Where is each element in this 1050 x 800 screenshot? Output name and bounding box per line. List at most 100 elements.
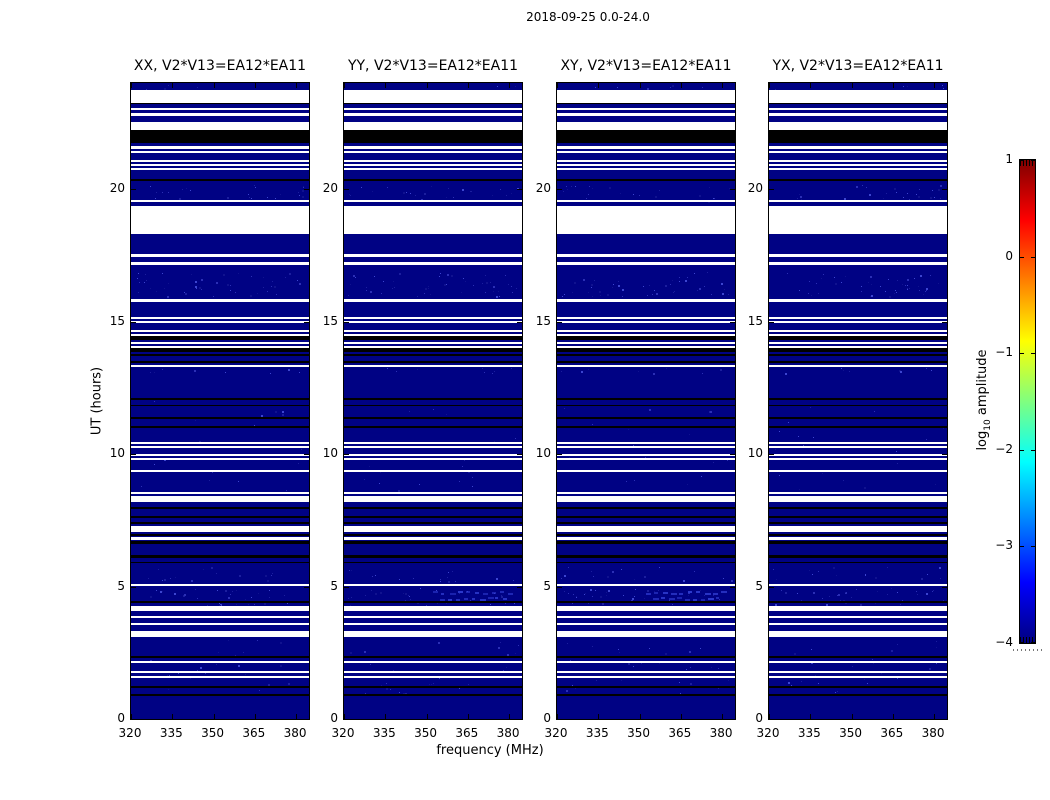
- noise-speckle: [894, 188, 897, 190]
- y-tick-label: 10: [535, 446, 551, 460]
- x-tick-label: 320: [756, 726, 780, 740]
- noise-speckle: [155, 590, 157, 592]
- flagged-row: [344, 495, 522, 502]
- noise-speckle: [943, 599, 945, 601]
- dark-row: [344, 102, 522, 105]
- noise-speckle: [360, 186, 362, 188]
- noise-speckle: [190, 274, 192, 276]
- noise-speckle: [405, 192, 407, 194]
- flagged-row: [769, 112, 947, 116]
- flagged-row: [344, 491, 522, 494]
- flagged-row: [557, 671, 735, 674]
- noise-speckle: [436, 590, 438, 592]
- noise-speckle: [799, 195, 802, 198]
- flagged-row: [557, 206, 735, 235]
- noise-speckle: [817, 293, 819, 295]
- dark-row: [557, 601, 735, 604]
- flagged-row: [344, 469, 522, 472]
- noise-speckle: [718, 668, 720, 670]
- noise-speckle: [688, 651, 691, 654]
- flagged-row: [769, 206, 947, 235]
- noise-speckle: [168, 85, 170, 87]
- noise-speckle: [514, 85, 516, 87]
- noise-speckle: [517, 645, 519, 647]
- x-tick-mark: [172, 714, 174, 719]
- x-tick-label: 335: [585, 726, 609, 740]
- noise-speckle: [900, 371, 903, 374]
- noise-speckle: [617, 648, 619, 650]
- noise-speckle: [364, 693, 366, 695]
- panel-title-yx: YX, V2*V13=EA12*EA11: [772, 58, 944, 74]
- noise-speckle: [299, 283, 302, 286]
- x-tick-mark: [769, 714, 770, 719]
- noise-speckle: [168, 192, 170, 194]
- noise-speckle: [404, 592, 407, 595]
- ghost-mark: [466, 590, 471, 593]
- noise-speckle: [608, 590, 611, 593]
- noise-speckle: [427, 286, 429, 288]
- x-tick-mark: [385, 83, 387, 88]
- noise-speckle: [582, 278, 585, 281]
- noise-speckle: [689, 667, 691, 669]
- noise-speckle: [154, 198, 156, 200]
- dark-row: [557, 178, 735, 181]
- noise-speckle: [618, 284, 621, 287]
- noise-speckle: [840, 599, 842, 601]
- flagged-row: [131, 453, 309, 456]
- noise-speckle: [162, 192, 164, 194]
- noise-speckle: [262, 287, 264, 289]
- noise-speckle: [467, 683, 469, 685]
- noise-speckle: [575, 595, 577, 597]
- noise-speckle: [925, 592, 928, 595]
- y-tick-label: 15: [322, 313, 338, 328]
- noise-speckle: [174, 593, 177, 596]
- flagged-row: [557, 167, 735, 170]
- noise-speckle: [392, 669, 394, 671]
- noise-speckle: [380, 685, 382, 687]
- noise-speckle: [909, 199, 911, 201]
- flagged-row: [769, 537, 947, 540]
- noise-speckle: [445, 414, 447, 416]
- dark-row: [557, 656, 735, 659]
- noise-speckle: [439, 273, 441, 275]
- noise-speckle: [254, 186, 256, 188]
- noise-speckle: [516, 187, 519, 190]
- x-tick-mark: [810, 714, 812, 719]
- y-tick-mark: [304, 454, 309, 455]
- noise-speckle: [250, 276, 252, 278]
- flagged-row: [557, 606, 735, 612]
- dark-row: [769, 515, 947, 518]
- dark-row: [131, 506, 309, 509]
- flagged-row: [344, 159, 522, 162]
- heatmap-panel-xx: [130, 82, 310, 720]
- dark-row: [769, 336, 947, 341]
- noise-speckle: [807, 293, 809, 295]
- noise-speckle: [215, 663, 217, 665]
- noise-speckle: [445, 197, 447, 199]
- noise-speckle: [621, 679, 623, 681]
- noise-speckle: [482, 282, 484, 284]
- noise-speckle: [461, 188, 464, 191]
- ghost-mark: [716, 597, 720, 600]
- flagged-row: [557, 199, 735, 202]
- noise-speckle: [250, 294, 253, 297]
- noise-speckle: [150, 659, 153, 662]
- dark-row: [769, 694, 947, 696]
- noise-speckle: [392, 281, 394, 283]
- noise-speckle: [710, 666, 712, 668]
- dark-row: [557, 129, 735, 143]
- noise-speckle: [497, 86, 499, 88]
- y-tick-label: 5: [330, 578, 338, 593]
- noise-speckle: [352, 274, 355, 277]
- noise-speckle: [896, 450, 898, 452]
- noise-speckle: [369, 291, 372, 294]
- flagged-row: [344, 145, 522, 149]
- noise-speckle: [564, 408, 566, 410]
- noise-speckle: [601, 602, 604, 605]
- noise-speckle: [349, 284, 351, 286]
- noise-speckle: [896, 192, 898, 194]
- noise-speckle: [504, 603, 506, 605]
- noise-speckle: [678, 280, 680, 282]
- x-tick-mark: [467, 83, 469, 88]
- noise-speckle: [930, 370, 932, 372]
